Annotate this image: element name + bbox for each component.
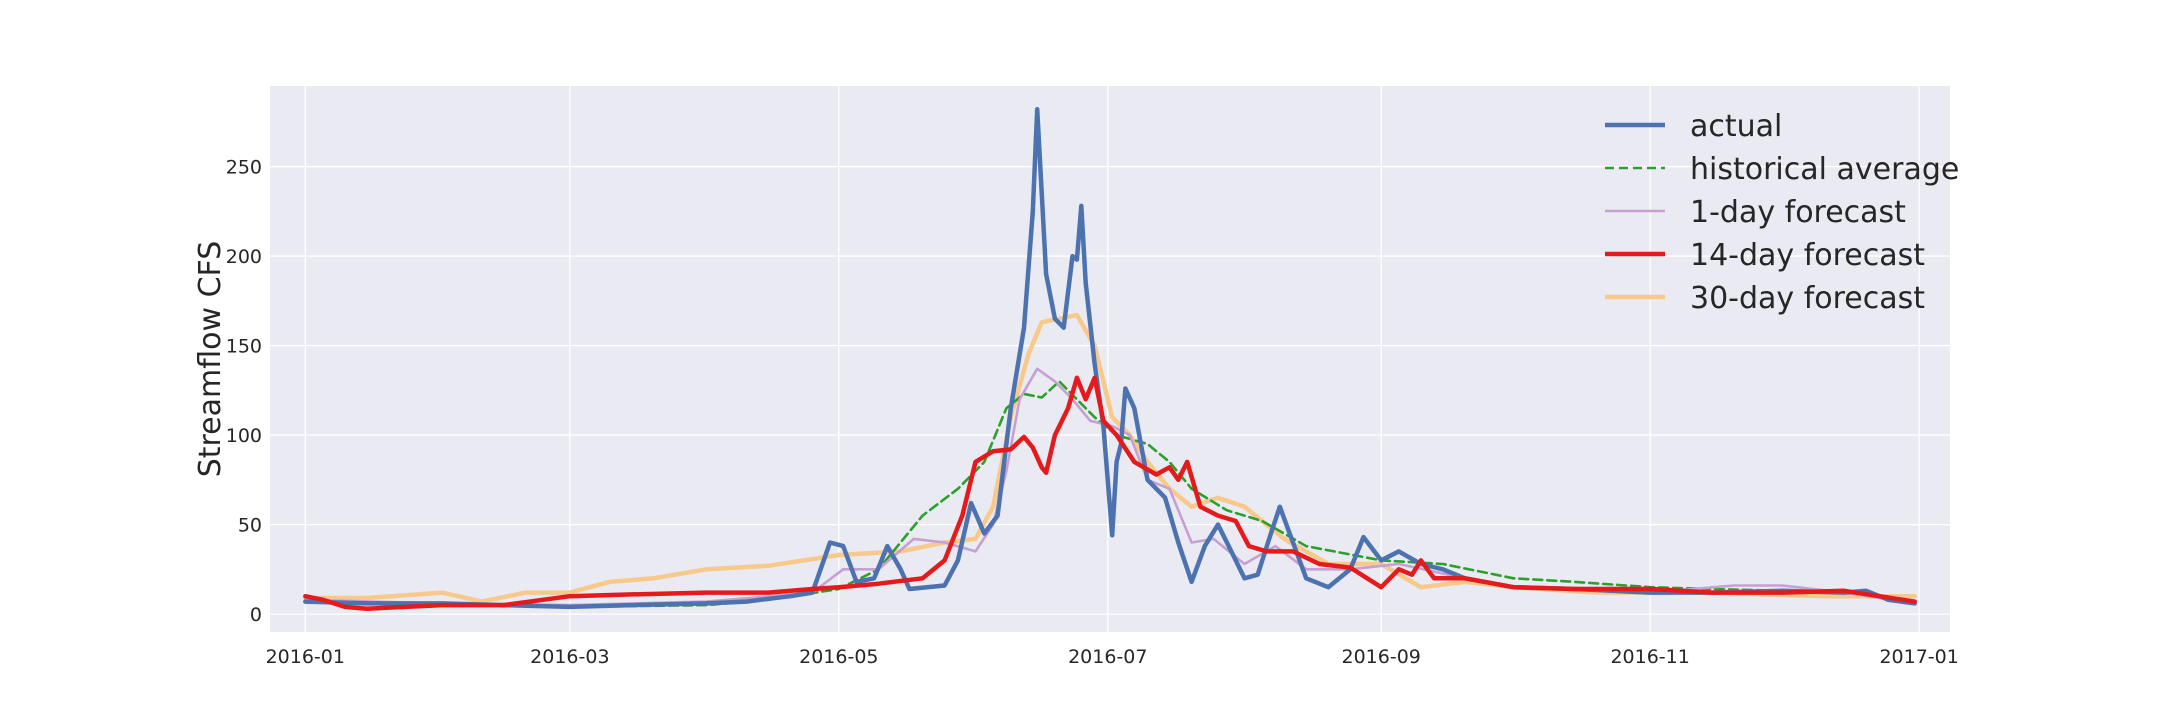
x-tick-label: 2016-03	[530, 646, 609, 668]
series-line-14-day-forecast	[303, 375, 1917, 611]
legend-label: 30-day forecast	[1690, 281, 1925, 316]
series-line-actual	[303, 107, 1917, 610]
legend-label: actual	[1690, 109, 1782, 144]
legend-label: 1-day forecast	[1690, 195, 1906, 230]
legend-label: 14-day forecast	[1690, 238, 1925, 273]
grid-lines	[270, 86, 1950, 632]
x-tick-label: 2016-09	[1341, 646, 1420, 668]
y-tick-label: 50	[238, 515, 262, 537]
y-tick-label: 100	[226, 425, 262, 447]
y-tick-label: 150	[226, 336, 262, 358]
y-axis: 0 50 100 150 200 250	[226, 157, 262, 627]
y-tick-label: 0	[250, 604, 262, 626]
plot-background	[270, 86, 1950, 632]
x-tick-label: 2016-01	[266, 646, 345, 668]
x-tick-label: 2016-05	[799, 646, 878, 668]
x-tick-label: 2017-01	[1879, 646, 1958, 668]
y-tick-label: 200	[226, 246, 262, 268]
x-tick-label: 2016-11	[1610, 646, 1689, 668]
y-axis-title: Streamflow CFS	[193, 241, 228, 478]
y-tick-label: 250	[226, 157, 262, 179]
legend: actual historical average 1-day forecast 14…	[1605, 109, 1959, 316]
series-layer	[303, 107, 1917, 611]
x-tick-label: 2016-07	[1068, 646, 1147, 668]
series-line-30-day-forecast	[303, 312, 1917, 604]
x-axis: 2016-01 2016-03 2016-05 2016-07 2016-09 2016-…	[266, 646, 1959, 668]
legend-label: historical average	[1690, 152, 1959, 187]
